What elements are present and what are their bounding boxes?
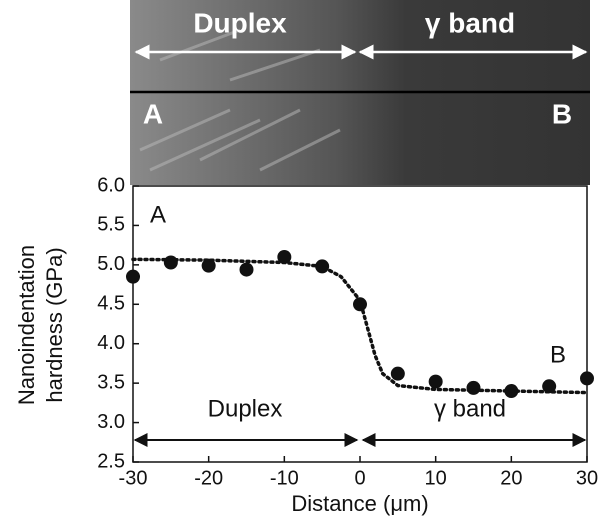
annotation: γ band: [434, 395, 506, 422]
data-point: [466, 380, 481, 395]
x-tick-label: 10: [425, 467, 447, 489]
y-tick-label: 3.5: [97, 371, 125, 393]
annotation: Duplex: [208, 395, 283, 422]
annotation: A: [150, 201, 166, 228]
data-point: [239, 262, 254, 277]
data-point: [201, 258, 216, 273]
data-point: [390, 366, 405, 381]
plot-frame: [132, 185, 588, 463]
y-tick-label: 2.5: [97, 450, 125, 472]
x-tick-label: 30: [576, 467, 598, 489]
annotation: B: [550, 341, 566, 368]
data-point: [126, 269, 140, 284]
x-tick-label: -30: [119, 467, 148, 489]
image-label: Duplex: [193, 7, 287, 38]
x-axis-label: Distance (μm): [291, 491, 428, 516]
y-tick-label: 5.5: [97, 214, 125, 236]
y-axis-label: Nanoindentation: [14, 245, 39, 405]
data-point: [163, 255, 178, 270]
image-label: γ band: [425, 7, 515, 38]
x-tick-label: -10: [270, 467, 299, 489]
fit-line: [131, 257, 589, 395]
x-tick-label: 20: [500, 467, 522, 489]
y-tick-label: 4.5: [97, 293, 125, 315]
y-tick-label: 4.0: [97, 332, 125, 354]
x-tick-label: 0: [354, 467, 365, 489]
image-label: A: [143, 98, 163, 129]
x-tick-label: -20: [194, 467, 223, 489]
micrograph: [130, 0, 590, 185]
y-tick-label: 5.0: [97, 253, 125, 275]
y-tick-label: 6.0: [97, 174, 125, 196]
data-point: [542, 379, 557, 394]
data-point: [580, 371, 594, 386]
y-axis-label: hardness (GPa): [42, 247, 67, 402]
image-label: B: [552, 98, 572, 129]
data-point: [428, 374, 443, 389]
y-tick-label: 3.0: [97, 411, 125, 433]
data-point: [277, 249, 292, 264]
